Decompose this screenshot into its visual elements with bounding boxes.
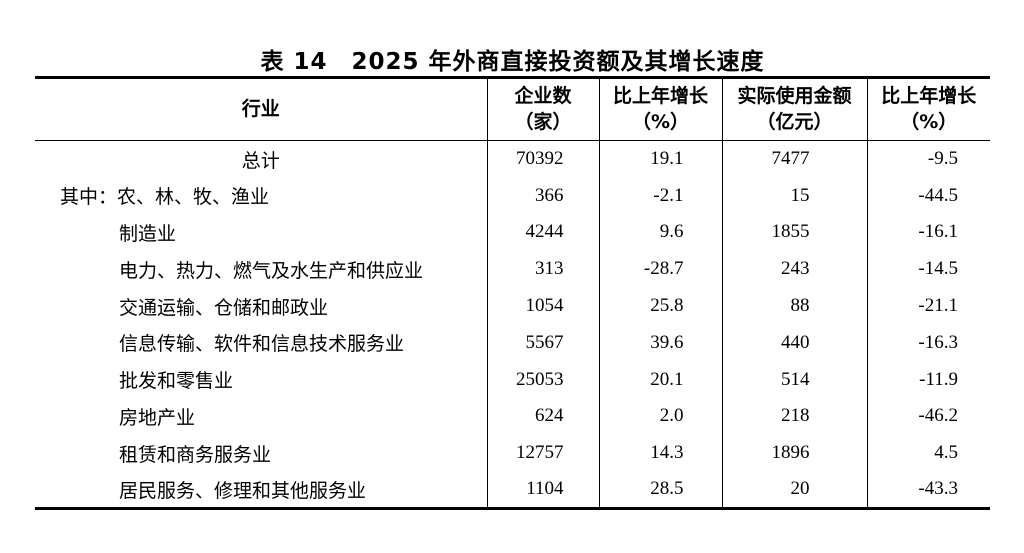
col-header-unit: （%）	[900, 110, 958, 133]
enterprise-count-cell: 313	[486, 250, 599, 288]
industry-cell: 其中：农、林、牧、渔业	[35, 177, 487, 214]
industry-label: 农、林、牧、渔业	[117, 187, 270, 209]
industry-cell: 总计	[241, 150, 280, 172]
industry-cell: 租赁和商务服务业	[119, 444, 272, 466]
header-row: 行业 企业数 （家） 比上年增长 （%） 实际使用金额 （亿元） 比上年增长 （…	[35, 77, 990, 141]
enterprise-count-cell: 1104	[486, 471, 599, 509]
col-header-label: 行业	[241, 97, 280, 120]
amount-growth-cell: -21.1	[866, 287, 990, 325]
industry-cell: 批发和零售业	[119, 371, 234, 393]
enterprise-count-cell: 366	[486, 177, 599, 215]
industry-cell: 制造业	[119, 223, 177, 245]
enterprise-count-cell: 25053	[486, 361, 599, 399]
amount-growth-cell: -44.5	[866, 177, 990, 215]
enterprise-growth-cell: 20.1	[598, 361, 722, 399]
amount-used-cell: 1896	[721, 434, 867, 472]
amount-used-cell: 7477	[721, 140, 867, 178]
amount-used-cell: 1855	[721, 214, 867, 251]
amount-growth-cell: -9.5	[866, 140, 990, 178]
col-header-unit: （%）	[631, 110, 690, 133]
col-header-label: 企业数	[514, 84, 572, 107]
table-row: 房地产业 624 2.0 218 -46.2	[35, 398, 990, 435]
enterprise-growth-cell: 2.0	[598, 398, 722, 435]
table-row: 制造业 4244 9.6 1855 -16.1	[35, 214, 990, 251]
amount-growth-cell: -46.2	[866, 398, 990, 435]
col-header-amount-used: 实际使用金额 （亿元）	[721, 77, 867, 141]
enterprise-growth-cell: 25.8	[598, 287, 722, 325]
col-header-unit: （家）	[514, 110, 572, 133]
table-row: 电力、热力、燃气及水生产和供应业 313 -28.7 243 -14.5	[35, 250, 990, 288]
amount-used-cell: 243	[721, 250, 867, 288]
table-row: 居民服务、修理和其他服务业 1104 28.5 20 -43.3	[35, 471, 990, 509]
industry-cell: 交通运输、仓储和邮政业	[119, 297, 329, 319]
table-row: 租赁和商务服务业 12757 14.3 1896 4.5	[35, 434, 990, 472]
enterprise-growth-cell: 28.5	[598, 471, 722, 509]
enterprise-count-cell: 4244	[486, 214, 599, 251]
table-row: 信息传输、软件和信息技术服务业 5567 39.6 440 -16.3	[35, 324, 990, 362]
col-header-label: 实际使用金额	[737, 84, 852, 107]
enterprise-growth-cell: 14.3	[598, 434, 722, 472]
col-header-enterprise-count: 企业数 （家）	[486, 77, 599, 141]
amount-used-cell: 88	[721, 287, 867, 325]
col-header-label: 比上年增长	[881, 84, 977, 107]
table-row: 总计 70392 19.1 7477 -9.5	[35, 140, 990, 178]
enterprise-growth-cell: 19.1	[598, 140, 722, 178]
col-header-amount-growth: 比上年增长 （%）	[866, 77, 990, 141]
enterprise-growth-cell: -2.1	[598, 177, 722, 215]
amount-growth-cell: -11.9	[866, 361, 990, 399]
table-row: 批发和零售业 25053 20.1 514 -11.9	[35, 361, 990, 399]
amount-growth-cell: -16.1	[866, 214, 990, 251]
amount-used-cell: 20	[721, 471, 867, 509]
fdi-table: 行业 企业数 （家） 比上年增长 （%） 实际使用金额 （亿元） 比上年增长 （…	[35, 76, 990, 510]
col-header-unit: （亿元）	[756, 110, 833, 133]
enterprise-count-cell: 624	[486, 398, 599, 435]
enterprise-count-cell: 1054	[486, 287, 599, 325]
col-header-label: 比上年增长	[612, 84, 708, 107]
table-body: 总计 70392 19.1 7477 -9.5 其中：农、林、牧、渔业 366 …	[35, 140, 990, 509]
row-prefix: 其中：	[60, 187, 118, 209]
enterprise-growth-cell: 39.6	[598, 324, 722, 362]
industry-cell: 房地产业	[119, 407, 196, 429]
table-row: 交通运输、仓储和邮政业 1054 25.8 88 -21.1	[35, 287, 990, 325]
amount-growth-cell: -43.3	[866, 471, 990, 509]
amount-used-cell: 218	[721, 398, 867, 435]
amount-growth-cell: -16.3	[866, 324, 990, 362]
enterprise-count-cell: 5567	[486, 324, 599, 362]
col-header-industry: 行业	[35, 77, 487, 141]
amount-used-cell: 440	[721, 324, 867, 362]
amount-growth-cell: 4.5	[866, 434, 990, 472]
industry-cell: 居民服务、修理和其他服务业	[119, 480, 367, 502]
amount-used-cell: 514	[721, 361, 867, 399]
enterprise-growth-cell: 9.6	[598, 214, 722, 251]
table-title: 表 14 2025 年外商直接投资额及其增长速度	[260, 49, 765, 75]
enterprise-growth-cell: -28.7	[598, 250, 722, 288]
industry-cell: 电力、热力、燃气及水生产和供应业	[119, 260, 424, 282]
amount-used-cell: 15	[721, 177, 867, 215]
table-header: 行业 企业数 （家） 比上年增长 （%） 实际使用金额 （亿元） 比上年增长 （…	[35, 77, 990, 141]
industry-cell: 信息传输、软件和信息技术服务业	[119, 334, 405, 356]
col-header-enterprise-growth: 比上年增长 （%）	[598, 77, 722, 141]
amount-growth-cell: -14.5	[866, 250, 990, 288]
enterprise-count-cell: 70392	[486, 140, 599, 178]
table-row: 其中：农、林、牧、渔业 366 -2.1 15 -44.5	[35, 177, 990, 215]
enterprise-count-cell: 12757	[486, 434, 599, 472]
